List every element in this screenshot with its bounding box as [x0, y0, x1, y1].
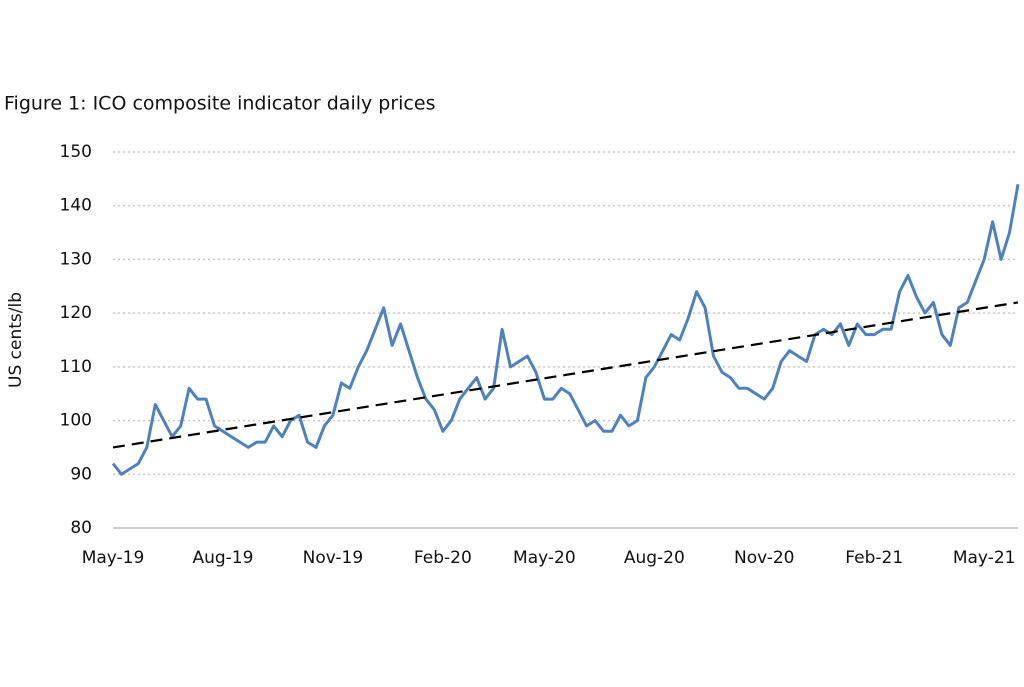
- x-tick-label: May-20: [513, 548, 576, 568]
- y-tick-label: 80: [70, 518, 92, 538]
- x-tick-label: Aug-20: [624, 548, 685, 568]
- trend-line: [112, 301, 1019, 449]
- y-tick-label: 100: [60, 411, 92, 431]
- x-tick-label: Aug-19: [192, 548, 253, 568]
- x-tick-label: Feb-20: [414, 548, 472, 568]
- chart-title: Figure 1: ICO composite indicator daily …: [4, 93, 435, 115]
- y-tick-label: 90: [70, 464, 92, 484]
- price-line: [111, 183, 1020, 476]
- y-tick-label: 110: [60, 357, 92, 377]
- y-tick-label: 120: [60, 303, 92, 323]
- y-tick-label: 140: [60, 196, 92, 216]
- x-tick-label: Feb-21: [845, 548, 903, 568]
- x-tick-label: May-21: [953, 548, 1016, 568]
- y-tick-label: 150: [60, 142, 92, 162]
- y-tick-label: 130: [60, 249, 92, 269]
- y-axis-title: US cents/lb: [6, 292, 26, 388]
- x-tick-label: May-19: [82, 548, 145, 568]
- x-tick-label: Nov-20: [734, 548, 795, 568]
- x-tick-label: Nov-19: [303, 548, 364, 568]
